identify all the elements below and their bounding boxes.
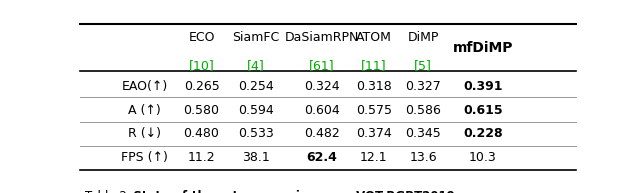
Text: 0.594: 0.594	[238, 104, 274, 117]
Text: DiMP: DiMP	[408, 30, 439, 44]
Text: 12.1: 12.1	[360, 151, 387, 164]
Text: 0.391: 0.391	[463, 80, 502, 93]
Text: [61]: [61]	[309, 59, 335, 72]
Text: 0.228: 0.228	[463, 127, 502, 140]
Text: 0.265: 0.265	[184, 80, 220, 93]
Text: 0.324: 0.324	[304, 80, 340, 93]
Text: [11]: [11]	[361, 59, 387, 72]
Text: 0.480: 0.480	[184, 127, 220, 140]
Text: 0.254: 0.254	[238, 80, 274, 93]
Text: [4]: [4]	[247, 59, 265, 72]
Text: 13.6: 13.6	[410, 151, 437, 164]
Text: A (↑): A (↑)	[128, 104, 161, 117]
Text: SiamFC: SiamFC	[232, 30, 280, 44]
Text: State-of-the-art  comparison  on  VOT-RGBT2019: State-of-the-art comparison on VOT-RGBT2…	[121, 190, 454, 193]
Text: 62.4: 62.4	[307, 151, 337, 164]
Text: 38.1: 38.1	[242, 151, 270, 164]
Text: mfDiMP: mfDiMP	[452, 41, 513, 55]
Text: 11.2: 11.2	[188, 151, 215, 164]
Text: 0.327: 0.327	[405, 80, 441, 93]
Text: 0.580: 0.580	[184, 104, 220, 117]
Text: 0.482: 0.482	[304, 127, 340, 140]
Text: 0.615: 0.615	[463, 104, 502, 117]
Text: FPS (↑): FPS (↑)	[121, 151, 168, 164]
Text: ATOM: ATOM	[356, 30, 392, 44]
Text: 10.3: 10.3	[469, 151, 497, 164]
Text: DaSiamRPN: DaSiamRPN	[285, 30, 359, 44]
Text: 0.604: 0.604	[304, 104, 340, 117]
Text: 0.374: 0.374	[356, 127, 392, 140]
Text: 0.533: 0.533	[238, 127, 274, 140]
Text: [5]: [5]	[414, 59, 432, 72]
Text: EAO(↑): EAO(↑)	[122, 80, 168, 93]
Text: Table 2: Table 2	[85, 190, 127, 193]
Text: [10]: [10]	[189, 59, 214, 72]
Text: R (↓): R (↓)	[128, 127, 161, 140]
Text: 0.345: 0.345	[405, 127, 441, 140]
Text: ECO: ECO	[188, 30, 215, 44]
Text: 0.575: 0.575	[356, 104, 392, 117]
Text: 0.318: 0.318	[356, 80, 392, 93]
Text: 0.586: 0.586	[405, 104, 441, 117]
